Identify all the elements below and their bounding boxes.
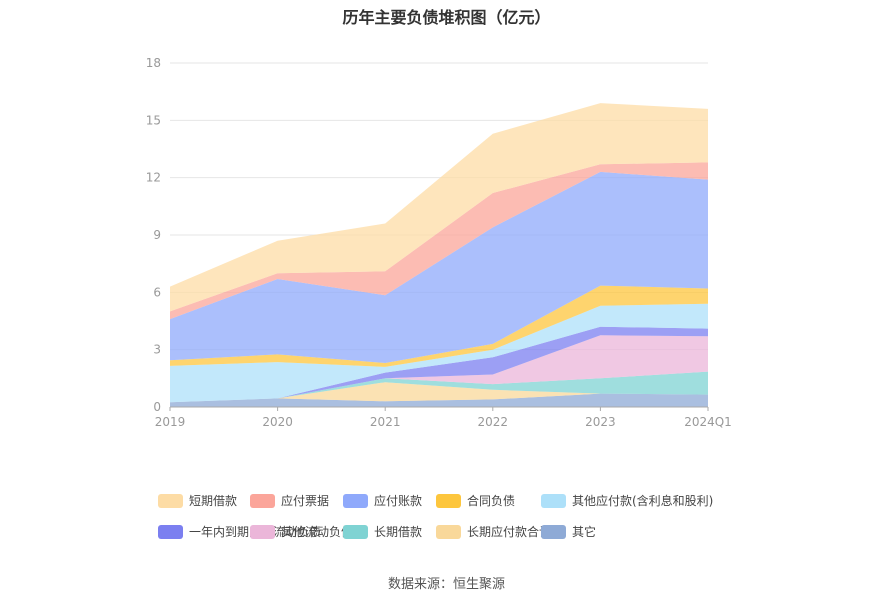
area-series-一年内到期的非流动负债 xyxy=(170,326,708,403)
x-tick-label: 2019 xyxy=(155,415,186,429)
legend-swatch xyxy=(250,493,275,508)
area-series xyxy=(170,103,708,407)
legend-swatch xyxy=(250,524,275,539)
area-series-长期应付款合计 xyxy=(170,382,708,403)
x-tick-label: 2024Q1 xyxy=(684,415,732,429)
legend-item[interactable]: 合同负债 xyxy=(436,492,515,509)
x-tick-label: 2023 xyxy=(585,415,616,429)
area-series-其他应付款(含利息和股利) xyxy=(170,303,708,403)
area-series-短期借款 xyxy=(170,103,708,312)
legend-swatch xyxy=(158,493,183,508)
legend-swatch xyxy=(541,493,566,508)
area-series-其他流动负债 xyxy=(170,335,708,403)
y-tick-label: 15 xyxy=(146,113,161,127)
legend-label: 合同负债 xyxy=(467,494,516,508)
area-series-长期借款 xyxy=(170,371,708,403)
legend-label: 应付账款 xyxy=(374,494,423,508)
legend-swatch xyxy=(343,493,368,508)
y-tick-label: 12 xyxy=(146,171,161,185)
y-tick-label: 0 xyxy=(153,400,161,414)
legend-label: 长期借款 xyxy=(374,525,423,539)
area-series-其它 xyxy=(170,393,708,407)
legend-label: 其他流动负债 xyxy=(281,525,354,539)
legend-item[interactable]: 应付账款 xyxy=(343,492,422,509)
legend-item[interactable]: 短期借款 xyxy=(158,492,237,509)
legend-item[interactable]: 应付票据 xyxy=(250,492,329,509)
legend-item[interactable]: 长期应付款合计 xyxy=(436,523,551,540)
y-tick-label: 3 xyxy=(153,343,161,357)
x-tick-label: 2022 xyxy=(478,415,509,429)
legend-item[interactable]: 其他应付款(含利息和股利) xyxy=(541,492,713,509)
legend-item[interactable]: 其它 xyxy=(541,523,596,540)
area-series-应付账款 xyxy=(170,171,708,363)
axes: 0 3 6 9 12 15 18 2019 2020 2021 2022 2023 2024Q1 xyxy=(146,56,732,429)
legend-swatch xyxy=(158,524,183,539)
legend-label: 短期借款 xyxy=(189,494,238,508)
area-series-应付票据 xyxy=(170,162,708,320)
legend-item[interactable]: 其他流动负债 xyxy=(250,523,353,540)
legend-label: 应付票据 xyxy=(281,494,330,508)
data-source-note: 数据来源：恒生聚源 xyxy=(387,577,505,592)
y-tick-label: 18 xyxy=(146,56,161,70)
legend-swatch xyxy=(436,493,461,508)
chart-title: 历年主要负债堆积图（亿元） xyxy=(342,8,551,27)
x-tick-label: 2020 xyxy=(262,415,293,429)
x-tick-label: 2021 xyxy=(370,415,401,429)
legend-label: 其他应付款(含利息和股利) xyxy=(572,494,714,508)
legend-swatch xyxy=(343,524,368,539)
legend-label: 长期应付款合计 xyxy=(467,525,552,539)
area-series-合同负债 xyxy=(170,285,708,367)
legend-swatch xyxy=(541,524,566,539)
legend-label: 其它 xyxy=(572,525,597,539)
legend-swatch xyxy=(436,524,461,539)
y-tick-label: 6 xyxy=(153,285,161,299)
y-tick-label: 9 xyxy=(153,228,161,242)
legend-item[interactable]: 长期借款 xyxy=(343,523,422,540)
